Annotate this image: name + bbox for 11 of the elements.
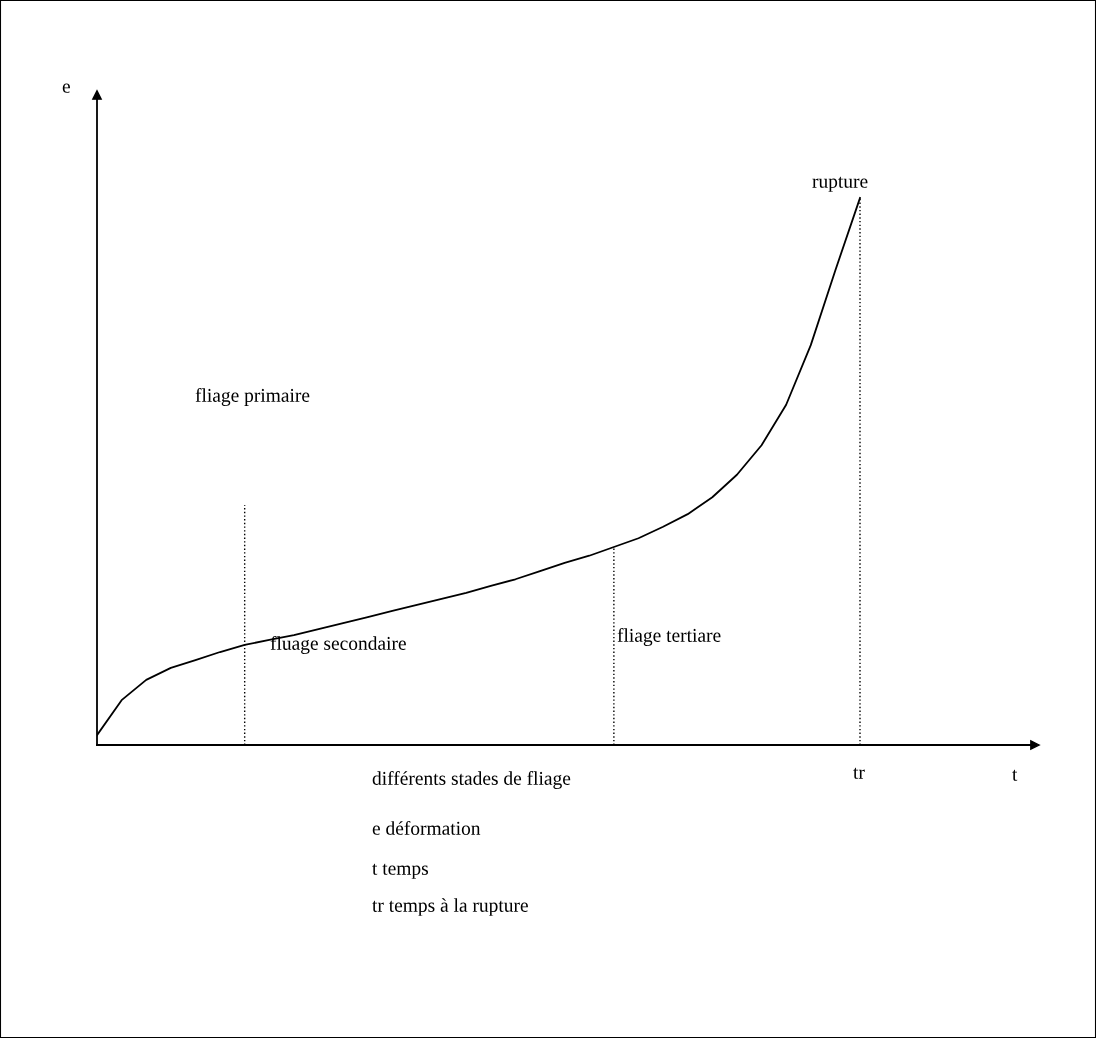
text: tr: [853, 767, 865, 779]
text: e déformation: [372, 820, 481, 835]
annotation: fliage primaire: [195, 388, 310, 406]
text: rupture: [812, 176, 868, 192]
annotation: fluage secondaire: [270, 636, 406, 654]
text: t: [1012, 769, 1018, 781]
annotation: fliage tertiare: [617, 628, 721, 646]
text: t temps: [372, 863, 429, 879]
text: e: [62, 83, 70, 93]
text: tr temps à la rupture: [372, 898, 528, 916]
text: différents stades de fliage: [372, 771, 571, 789]
